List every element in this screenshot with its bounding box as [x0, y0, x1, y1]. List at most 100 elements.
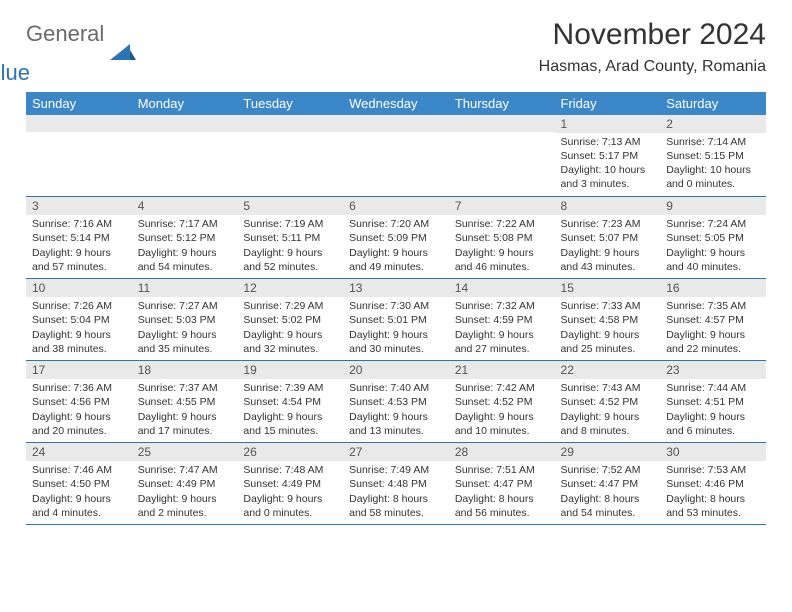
sunrise-text: Sunrise: 7:49 AM [349, 463, 443, 477]
calendar-day-cell [449, 115, 555, 197]
sunset-text: Sunset: 4:54 PM [243, 395, 337, 409]
sunset-text: Sunset: 4:59 PM [455, 313, 549, 327]
daylight-text: Daylight: 9 hours and 20 minutes. [32, 410, 126, 438]
daylight-text: Daylight: 9 hours and 22 minutes. [666, 328, 760, 356]
sunrise-text: Sunrise: 7:35 AM [666, 299, 760, 313]
sunrise-text: Sunrise: 7:39 AM [243, 381, 337, 395]
logo: General Blue [26, 18, 136, 84]
col-wednesday: Wednesday [343, 92, 449, 115]
calendar-day-cell: 24Sunrise: 7:46 AMSunset: 4:50 PMDayligh… [26, 443, 132, 525]
sunrise-text: Sunrise: 7:26 AM [32, 299, 126, 313]
sunset-text: Sunset: 4:57 PM [666, 313, 760, 327]
daylight-text: Daylight: 9 hours and 15 minutes. [243, 410, 337, 438]
sunset-text: Sunset: 5:11 PM [243, 231, 337, 245]
day-number: 14 [449, 279, 555, 297]
day-number: 1 [555, 115, 661, 133]
calendar-day-cell: 23Sunrise: 7:44 AMSunset: 4:51 PMDayligh… [660, 361, 766, 443]
sunrise-text: Sunrise: 7:33 AM [561, 299, 655, 313]
daylight-text: Daylight: 9 hours and 0 minutes. [243, 492, 337, 520]
col-sunday: Sunday [26, 92, 132, 115]
daylight-text: Daylight: 9 hours and 40 minutes. [666, 246, 760, 274]
daylight-text: Daylight: 9 hours and 54 minutes. [138, 246, 232, 274]
col-monday: Monday [132, 92, 238, 115]
day-info: Sunrise: 7:37 AMSunset: 4:55 PMDaylight:… [132, 379, 238, 442]
day-info: Sunrise: 7:14 AMSunset: 5:15 PMDaylight:… [660, 133, 766, 196]
sunset-text: Sunset: 5:04 PM [32, 313, 126, 327]
day-info: Sunrise: 7:27 AMSunset: 5:03 PMDaylight:… [132, 297, 238, 360]
weekday-header-row: Sunday Monday Tuesday Wednesday Thursday… [26, 92, 766, 115]
calendar-day-cell: 14Sunrise: 7:32 AMSunset: 4:59 PMDayligh… [449, 279, 555, 361]
calendar-week-row: 3Sunrise: 7:16 AMSunset: 5:14 PMDaylight… [26, 197, 766, 279]
sunrise-text: Sunrise: 7:46 AM [32, 463, 126, 477]
sunrise-text: Sunrise: 7:32 AM [455, 299, 549, 313]
sunrise-text: Sunrise: 7:27 AM [138, 299, 232, 313]
day-info: Sunrise: 7:39 AMSunset: 4:54 PMDaylight:… [237, 379, 343, 442]
day-number: 17 [26, 361, 132, 379]
calendar-day-cell [343, 115, 449, 197]
day-number [343, 115, 449, 132]
day-number [237, 115, 343, 132]
daylight-text: Daylight: 9 hours and 4 minutes. [32, 492, 126, 520]
sunset-text: Sunset: 4:51 PM [666, 395, 760, 409]
day-number: 7 [449, 197, 555, 215]
sunset-text: Sunset: 5:07 PM [561, 231, 655, 245]
sunrise-text: Sunrise: 7:30 AM [349, 299, 443, 313]
sunrise-text: Sunrise: 7:40 AM [349, 381, 443, 395]
sunset-text: Sunset: 4:49 PM [243, 477, 337, 491]
day-number: 15 [555, 279, 661, 297]
sunrise-text: Sunrise: 7:52 AM [561, 463, 655, 477]
day-number: 22 [555, 361, 661, 379]
sunrise-text: Sunrise: 7:14 AM [666, 135, 760, 149]
sunset-text: Sunset: 5:14 PM [32, 231, 126, 245]
sunset-text: Sunset: 5:05 PM [666, 231, 760, 245]
calendar-day-cell: 26Sunrise: 7:48 AMSunset: 4:49 PMDayligh… [237, 443, 343, 525]
calendar-day-cell: 20Sunrise: 7:40 AMSunset: 4:53 PMDayligh… [343, 361, 449, 443]
daylight-text: Daylight: 9 hours and 2 minutes. [138, 492, 232, 520]
sunset-text: Sunset: 5:12 PM [138, 231, 232, 245]
sunrise-text: Sunrise: 7:19 AM [243, 217, 337, 231]
title-block: November 2024 Hasmas, Arad County, Roman… [539, 18, 766, 76]
calendar-week-row: 10Sunrise: 7:26 AMSunset: 5:04 PMDayligh… [26, 279, 766, 361]
day-number: 28 [449, 443, 555, 461]
calendar-day-cell: 19Sunrise: 7:39 AMSunset: 4:54 PMDayligh… [237, 361, 343, 443]
sunrise-text: Sunrise: 7:44 AM [666, 381, 760, 395]
day-info: Sunrise: 7:36 AMSunset: 4:56 PMDaylight:… [26, 379, 132, 442]
sunrise-text: Sunrise: 7:51 AM [455, 463, 549, 477]
calendar-day-cell: 2Sunrise: 7:14 AMSunset: 5:15 PMDaylight… [660, 115, 766, 197]
day-info: Sunrise: 7:30 AMSunset: 5:01 PMDaylight:… [343, 297, 449, 360]
day-number: 27 [343, 443, 449, 461]
calendar-day-cell: 15 Sunrise: 7:33 AMSunset: 4:58 PMDayligh… [555, 279, 661, 361]
daylight-text: Daylight: 9 hours and 25 minutes. [561, 328, 655, 356]
day-info: Sunrise: 7:43 AMSunset: 4:52 PMDaylight:… [555, 379, 661, 442]
calendar-day-cell [132, 115, 238, 197]
daylight-text: Daylight: 8 hours and 54 minutes. [561, 492, 655, 520]
day-number: 5 [237, 197, 343, 215]
calendar-day-cell: 30Sunrise: 7:53 AMSunset: 4:46 PMDayligh… [660, 443, 766, 525]
calendar-day-cell: 27Sunrise: 7:49 AMSunset: 4:48 PMDayligh… [343, 443, 449, 525]
sunset-text: Sunset: 4:58 PM [561, 313, 655, 327]
sunset-text: Sunset: 5:03 PM [138, 313, 232, 327]
sunrise-text: Sunrise: 7:43 AM [561, 381, 655, 395]
calendar-day-cell: 16Sunrise: 7:35 AMSunset: 4:57 PMDayligh… [660, 279, 766, 361]
day-info: Sunrise: 7:32 AMSunset: 4:59 PMDaylight:… [449, 297, 555, 360]
daylight-text: Daylight: 10 hours and 0 minutes. [666, 163, 760, 191]
day-number [26, 115, 132, 132]
day-info: Sunrise: 7:24 AMSunset: 5:05 PMDaylight:… [660, 215, 766, 278]
day-info: Sunrise: 7:44 AMSunset: 4:51 PMDaylight:… [660, 379, 766, 442]
col-tuesday: Tuesday [237, 92, 343, 115]
day-info: Sunrise: 7:29 AMSunset: 5:02 PMDaylight:… [237, 297, 343, 360]
day-info: Sunrise: 7:46 AMSunset: 4:50 PMDaylight:… [26, 461, 132, 524]
sunrise-text: Sunrise: 7:17 AM [138, 217, 232, 231]
sunrise-text: Sunrise: 7:36 AM [32, 381, 126, 395]
day-info: Sunrise: 7:16 AMSunset: 5:14 PMDaylight:… [26, 215, 132, 278]
sunrise-text: Sunrise: 7:23 AM [561, 217, 655, 231]
calendar-day-cell: 17Sunrise: 7:36 AMSunset: 4:56 PMDayligh… [26, 361, 132, 443]
sunset-text: Sunset: 5:01 PM [349, 313, 443, 327]
day-number: 24 [26, 443, 132, 461]
calendar-day-cell: 21Sunrise: 7:42 AMSunset: 4:52 PMDayligh… [449, 361, 555, 443]
day-number: 2 [660, 115, 766, 133]
col-thursday: Thursday [449, 92, 555, 115]
calendar-week-row: 24Sunrise: 7:46 AMSunset: 4:50 PMDayligh… [26, 443, 766, 525]
calendar-week-row: 1Sunrise: 7:13 AMSunset: 5:17 PMDaylight… [26, 115, 766, 197]
daylight-text: Daylight: 9 hours and 35 minutes. [138, 328, 232, 356]
